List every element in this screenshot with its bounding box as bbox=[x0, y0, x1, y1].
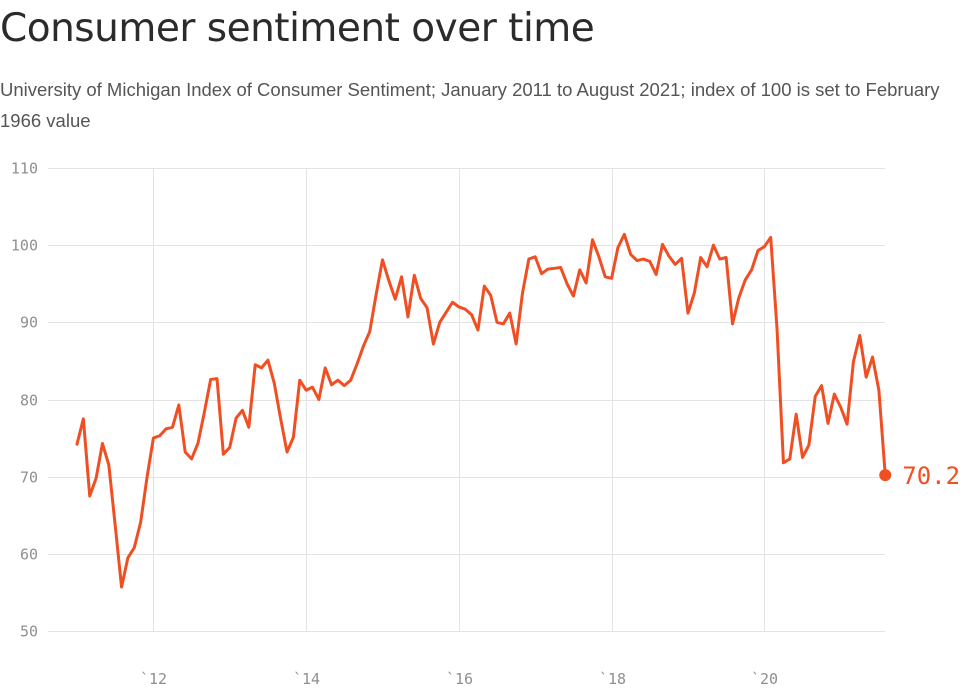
x-tick-label: `12 bbox=[140, 670, 167, 688]
y-tick-label: 50 bbox=[20, 623, 38, 641]
y-axis-tick-labels: 50 60 70 80 90 100 110 bbox=[11, 160, 38, 641]
x-tick-label: `18 bbox=[599, 670, 626, 688]
y-tick-label: 60 bbox=[20, 546, 38, 564]
end-point-marker bbox=[879, 469, 892, 482]
y-tick-label: 100 bbox=[11, 237, 38, 255]
chart-subtitle: University of Michigan Index of Consumer… bbox=[0, 79, 940, 131]
chart-title: Consumer sentiment over time bbox=[0, 6, 595, 51]
x-gridlines bbox=[153, 168, 765, 631]
x-tick-label: `16 bbox=[446, 670, 473, 688]
x-tick-label: `20 bbox=[751, 670, 778, 688]
x-axis-tick-labels: `12 `14 `16 `18 `20 bbox=[140, 670, 778, 688]
x-tick-label: `14 bbox=[293, 670, 320, 688]
end-value-label: 70.2 bbox=[902, 462, 960, 490]
y-tick-label: 80 bbox=[20, 392, 38, 410]
y-tick-label: 90 bbox=[20, 314, 38, 332]
series-line bbox=[75, 232, 887, 589]
y-tick-label: 70 bbox=[20, 469, 38, 487]
y-tick-label: 110 bbox=[11, 160, 38, 178]
y-gridlines bbox=[48, 168, 885, 632]
